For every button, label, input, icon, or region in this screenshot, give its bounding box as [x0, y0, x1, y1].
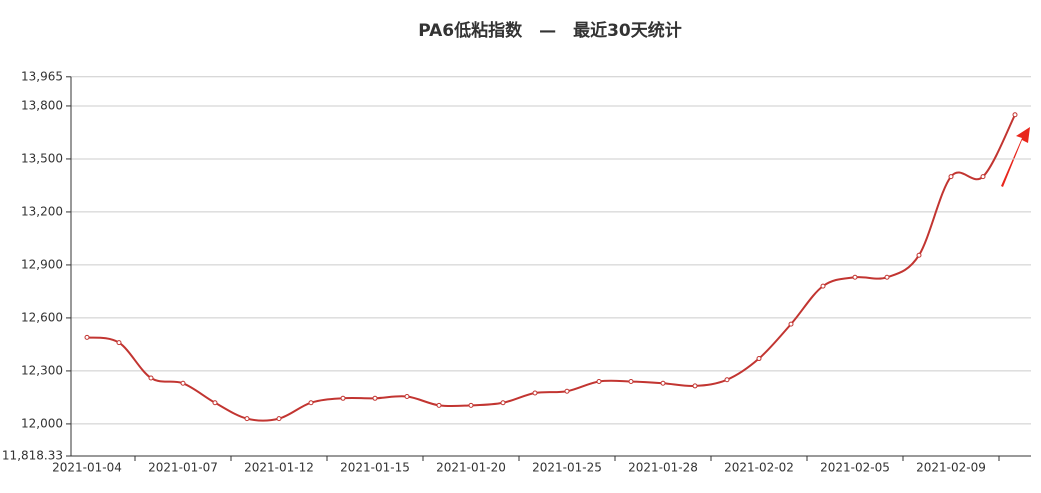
- y-tick-label: 12,900: [21, 257, 63, 271]
- y-tick-label: 11,818.33: [2, 449, 63, 463]
- arrow-annotation: [1001, 127, 1030, 187]
- point: [244, 416, 250, 422]
- point: [308, 400, 314, 406]
- x-tick-label: 2021-01-25: [532, 461, 602, 475]
- line: [86, 114, 1016, 422]
- point: [148, 375, 154, 381]
- point: [84, 334, 90, 340]
- y-tick-label: 13,800: [21, 98, 63, 112]
- point: [820, 283, 826, 289]
- y-tick-label: 12,000: [21, 416, 63, 430]
- x-tick-label: 2021-02-05: [820, 461, 890, 475]
- point: [212, 400, 218, 406]
- y-tick-label: 13,200: [21, 204, 63, 218]
- point: [180, 380, 186, 386]
- point: [564, 388, 570, 394]
- x-tick-label: 2021-01-28: [628, 461, 698, 475]
- y-tick-label: 12,600: [21, 310, 63, 324]
- point: [340, 395, 346, 401]
- point: [436, 402, 442, 408]
- point: [788, 321, 794, 327]
- chart-title: PA6低粘指数 — 最近30天统计: [418, 20, 682, 41]
- point: [532, 390, 538, 396]
- x-tick-label: 2021-01-15: [340, 461, 410, 475]
- x-tick-label: 2021-02-09: [916, 461, 986, 475]
- point: [596, 379, 602, 385]
- point: [1012, 112, 1018, 118]
- point: [884, 274, 890, 280]
- point: [980, 174, 986, 180]
- point: [756, 356, 762, 362]
- point: [724, 377, 730, 383]
- x-tick-label: 2021-01-20: [436, 461, 506, 475]
- x-tick-label: 2021-02-02: [724, 461, 794, 475]
- point: [116, 340, 122, 346]
- point: [500, 400, 506, 406]
- point: [852, 274, 858, 280]
- point: [916, 252, 922, 258]
- x-tick-label: 2021-01-07: [148, 461, 218, 475]
- point: [660, 380, 666, 386]
- point: [692, 383, 698, 389]
- y-tick-label: 13,500: [21, 151, 63, 165]
- point: [372, 395, 378, 401]
- point: [948, 174, 954, 180]
- point: [404, 394, 410, 400]
- point: [276, 416, 282, 422]
- point: [628, 379, 634, 385]
- point: [468, 402, 474, 408]
- x-tick-label: 2021-01-04: [52, 461, 122, 475]
- y-tick-label: 13,965: [21, 69, 63, 83]
- x-tick-label: 2021-01-12: [244, 461, 314, 475]
- y-tick-label: 12,300: [21, 363, 63, 377]
